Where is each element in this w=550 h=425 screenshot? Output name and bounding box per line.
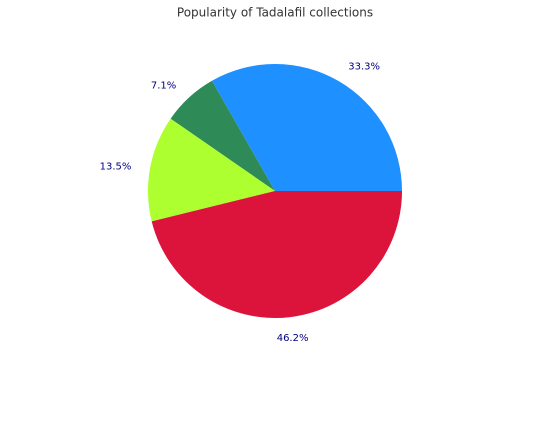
pie-slice [151,191,402,318]
pie-slice [147,118,275,222]
value-label: 46.2% [277,333,309,344]
value-label: 7.1% [151,80,176,91]
value-label: 13.5% [100,162,132,173]
chart-title: Popularity of Tadalafil collections [177,6,373,20]
pie-slice [170,80,275,191]
pie-slice [211,63,402,191]
value-label: 33.3% [348,62,380,73]
